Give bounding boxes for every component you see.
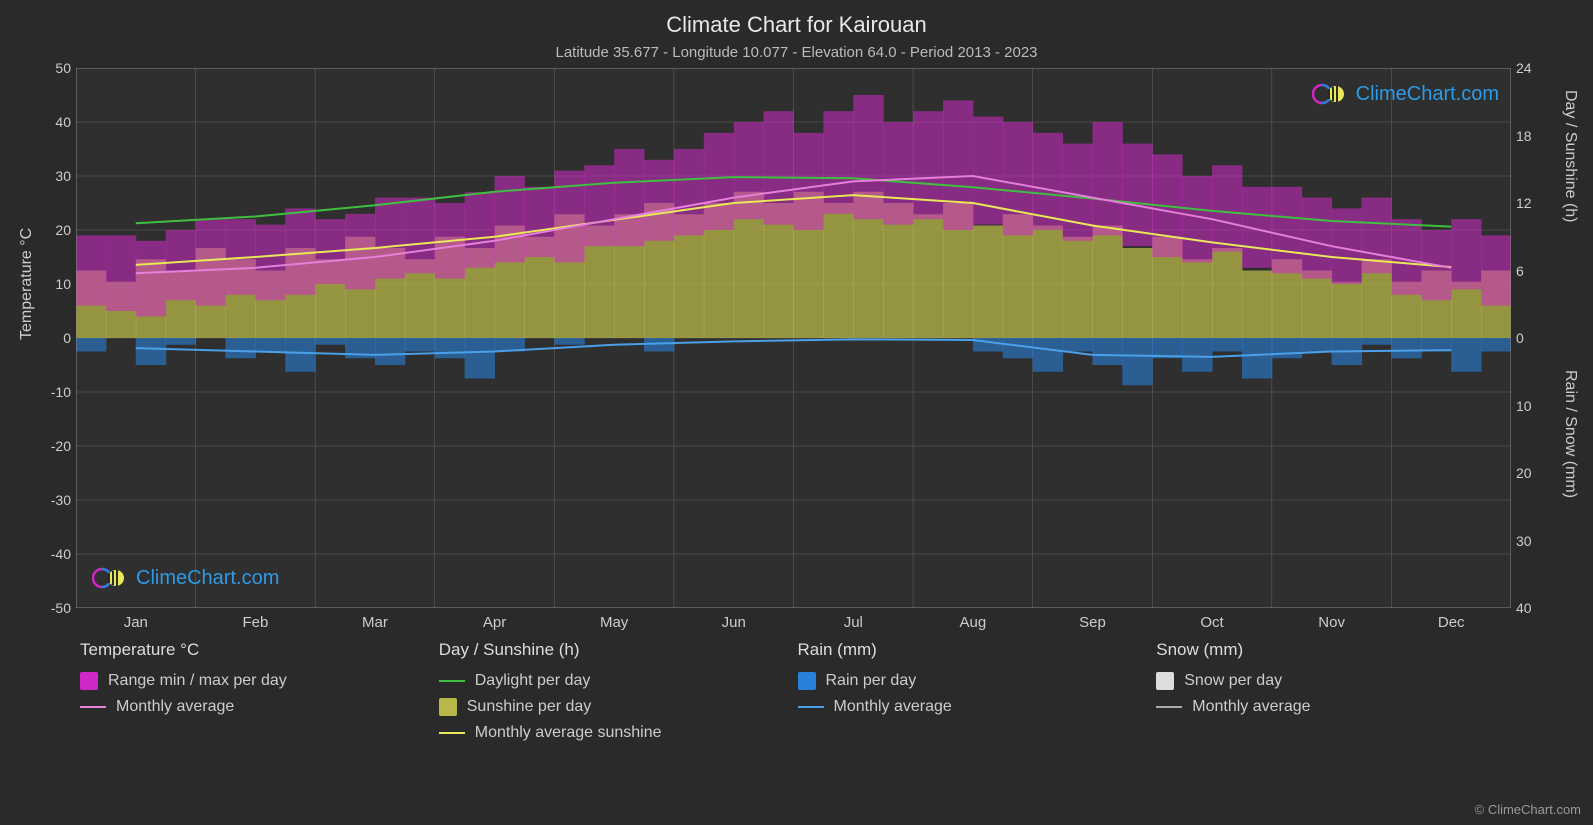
watermark-text: ClimeChart.com (1356, 83, 1499, 106)
legend-item: Monthly average (1156, 698, 1515, 716)
x-tick-month: May (600, 614, 628, 631)
legend-item: Sunshine per day (439, 698, 798, 716)
y-axis-right-label-top: Day / Sunshine (h) (1561, 90, 1579, 223)
legend-col-sunshine: Day / Sunshine (h) Daylight per day Suns… (439, 640, 798, 750)
watermark-top: ClimeChart.com (1312, 82, 1499, 106)
legend-col-snow: Snow (mm) Snow per day Monthly average (1156, 640, 1515, 750)
x-tick-month: Mar (362, 614, 388, 631)
legend-label: Snow per day (1184, 672, 1282, 690)
legend-label: Sunshine per day (467, 698, 592, 716)
legend-line (1156, 706, 1182, 708)
legend-item: Range min / max per day (80, 672, 439, 690)
y-tick-left: 50 (31, 60, 71, 76)
x-tick-month: Jul (844, 614, 863, 631)
page-subtitle: Latitude 35.677 - Longitude 10.077 - Ele… (0, 38, 1593, 61)
y-tick-right: 40 (1516, 600, 1532, 616)
watermark-logo-icon (1312, 82, 1348, 106)
legend-col-rain: Rain (mm) Rain per day Monthly average (798, 640, 1157, 750)
y-tick-left: -50 (31, 600, 71, 616)
y-tick-right: 24 (1516, 60, 1532, 76)
legend-label: Monthly average sunshine (475, 724, 662, 742)
legend-line (798, 706, 824, 708)
legend-label: Monthly average (116, 698, 234, 716)
legend-item: Monthly average (80, 698, 439, 716)
x-tick-month: Sep (1079, 614, 1106, 631)
y-tick-right: 0 (1516, 330, 1524, 346)
y-tick-left: 40 (31, 114, 71, 130)
watermark-text: ClimeChart.com (136, 567, 279, 590)
y-tick-left: -10 (31, 384, 71, 400)
watermark-bottom: ClimeChart.com (92, 566, 279, 590)
legend-label: Rain per day (826, 672, 917, 690)
y-tick-left: -30 (31, 492, 71, 508)
legend-line (439, 732, 465, 734)
legend-header: Rain (mm) (798, 640, 1157, 660)
legend-label: Range min / max per day (108, 672, 287, 690)
y-tick-left: 20 (31, 222, 71, 238)
y-tick-right: 12 (1516, 195, 1532, 211)
legend-swatch (798, 672, 816, 690)
legend-header: Day / Sunshine (h) (439, 640, 798, 660)
legend-header: Snow (mm) (1156, 640, 1515, 660)
y-tick-right: 18 (1516, 128, 1532, 144)
x-tick-month: Aug (960, 614, 987, 631)
y-tick-right: 30 (1516, 533, 1532, 549)
chart-area: ClimeChart.com ClimeChart.com (76, 68, 1511, 608)
y-tick-right: 20 (1516, 465, 1532, 481)
legend-label: Monthly average (834, 698, 952, 716)
x-tick-month: Jan (124, 614, 148, 631)
legend-line (80, 706, 106, 708)
y-tick-left: 30 (31, 168, 71, 184)
y-tick-left: 0 (31, 330, 71, 346)
y-tick-left: 10 (31, 276, 71, 292)
legend-swatch (80, 672, 98, 690)
y-axis-right-label-bottom: Rain / Snow (mm) (1561, 370, 1579, 498)
legend-item: Daylight per day (439, 672, 798, 690)
chart-svg (76, 68, 1511, 608)
copyright: © ClimeChart.com (1475, 802, 1581, 817)
legend-line (439, 680, 465, 682)
y-tick-left: -40 (31, 546, 71, 562)
legend-swatch (1156, 672, 1174, 690)
legend-swatch (439, 698, 457, 716)
legend-item: Monthly average (798, 698, 1157, 716)
legend-col-temperature: Temperature °C Range min / max per day M… (80, 640, 439, 750)
legend-item: Monthly average sunshine (439, 724, 798, 742)
x-tick-month: Feb (242, 614, 268, 631)
legend-label: Daylight per day (475, 672, 591, 690)
y-tick-right: 10 (1516, 398, 1532, 414)
x-tick-month: Dec (1438, 614, 1465, 631)
x-tick-month: Jun (722, 614, 746, 631)
x-tick-month: Oct (1200, 614, 1223, 631)
y-tick-right: 6 (1516, 263, 1524, 279)
legend-item: Rain per day (798, 672, 1157, 690)
x-tick-month: Nov (1318, 614, 1345, 631)
page-title: Climate Chart for Kairouan (0, 0, 1593, 38)
legend: Temperature °C Range min / max per day M… (80, 640, 1515, 750)
watermark-logo-icon (92, 566, 128, 590)
legend-item: Snow per day (1156, 672, 1515, 690)
x-tick-month: Apr (483, 614, 506, 631)
legend-header: Temperature °C (80, 640, 439, 660)
y-tick-left: -20 (31, 438, 71, 454)
legend-label: Monthly average (1192, 698, 1310, 716)
